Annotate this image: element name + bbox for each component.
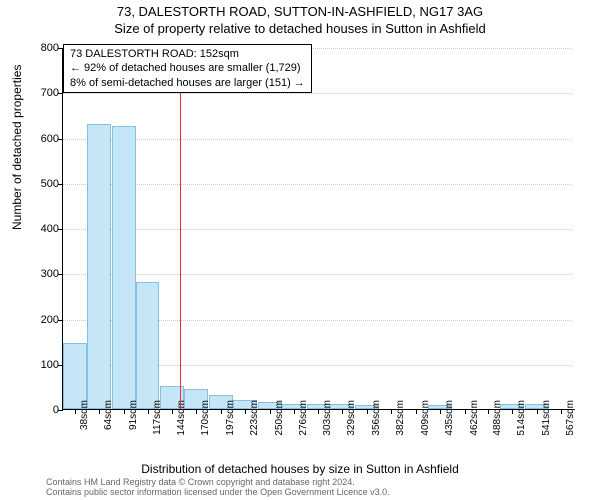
x-tick-mark — [148, 409, 149, 414]
x-tick-label: 250sqm — [274, 400, 285, 444]
y-tick-label: 700 — [29, 87, 59, 99]
y-tick-label: 800 — [29, 42, 59, 54]
x-tick-mark — [245, 409, 246, 414]
x-tick-mark — [196, 409, 197, 414]
x-tick-label: 144sqm — [176, 400, 187, 444]
x-tick-mark — [221, 409, 222, 414]
x-tick-mark — [512, 409, 513, 414]
x-tick-label: 117sqm — [152, 400, 163, 444]
annotation-line: 8% of semi-detached houses are larger (1… — [70, 76, 305, 90]
x-tick-label: 462sqm — [469, 400, 480, 444]
y-tick-label: 400 — [29, 223, 59, 235]
histogram-bar — [136, 282, 160, 409]
page-title-line1: 73, DALESTORTH ROAD, SUTTON-IN-ASHFIELD,… — [0, 4, 600, 19]
x-tick-label: 329sqm — [346, 400, 357, 444]
x-tick-label: 382sqm — [395, 400, 406, 444]
x-tick-mark — [99, 409, 100, 414]
x-tick-label: 541sqm — [541, 400, 552, 444]
y-tick-label: 0 — [29, 404, 59, 416]
y-tick-label: 200 — [29, 314, 59, 326]
y-tick-label: 300 — [29, 268, 59, 280]
x-tick-label: 303sqm — [322, 400, 333, 444]
x-tick-label: 91sqm — [128, 400, 139, 444]
x-tick-mark — [440, 409, 441, 414]
x-tick-label: 197sqm — [225, 400, 236, 444]
x-tick-label: 409sqm — [420, 400, 431, 444]
x-tick-mark — [294, 409, 295, 414]
y-axis-label: Number of detached properties — [10, 65, 24, 230]
x-tick-mark — [465, 409, 466, 414]
x-tick-label: 38sqm — [79, 400, 90, 444]
gridline — [63, 184, 572, 185]
gridline — [63, 229, 572, 230]
x-tick-label: 435sqm — [444, 400, 455, 444]
gridline — [63, 139, 572, 140]
x-tick-label: 223sqm — [249, 400, 260, 444]
y-tick-label: 100 — [29, 359, 59, 371]
histogram-bar — [112, 126, 136, 409]
x-tick-label: 567sqm — [565, 400, 576, 444]
x-tick-label: 276sqm — [298, 400, 309, 444]
x-tick-mark — [270, 409, 271, 414]
property-marker-line — [180, 48, 181, 409]
x-tick-mark — [367, 409, 368, 414]
annotation-box: 73 DALESTORTH ROAD: 152sqm← 92% of detac… — [63, 44, 312, 93]
x-tick-mark — [342, 409, 343, 414]
x-tick-mark — [391, 409, 392, 414]
x-axis-label: Distribution of detached houses by size … — [0, 462, 600, 476]
x-tick-label: 488sqm — [492, 400, 503, 444]
x-tick-mark — [561, 409, 562, 414]
footer-line2: Contains public sector information licen… — [46, 488, 390, 498]
gridline — [63, 93, 572, 94]
x-tick-label: 356sqm — [371, 400, 382, 444]
page-title-line2: Size of property relative to detached ho… — [0, 21, 600, 36]
x-tick-mark — [75, 409, 76, 414]
histogram-chart: 010020030040050060070080038sqm64sqm91sqm… — [62, 48, 572, 410]
x-tick-label: 64sqm — [103, 400, 114, 444]
x-tick-mark — [416, 409, 417, 414]
annotation-line: 73 DALESTORTH ROAD: 152sqm — [70, 47, 305, 61]
histogram-bar — [87, 124, 111, 409]
x-tick-mark — [124, 409, 125, 414]
x-tick-mark — [488, 409, 489, 414]
y-tick-label: 500 — [29, 178, 59, 190]
annotation-line: ← 92% of detached houses are smaller (1,… — [70, 61, 305, 75]
y-tick-label: 600 — [29, 133, 59, 145]
x-tick-mark — [318, 409, 319, 414]
x-tick-label: 170sqm — [200, 400, 211, 444]
gridline — [63, 274, 572, 275]
x-tick-mark — [537, 409, 538, 414]
footer-attribution: Contains HM Land Registry data © Crown c… — [46, 478, 390, 498]
x-tick-mark — [172, 409, 173, 414]
x-tick-label: 514sqm — [516, 400, 527, 444]
